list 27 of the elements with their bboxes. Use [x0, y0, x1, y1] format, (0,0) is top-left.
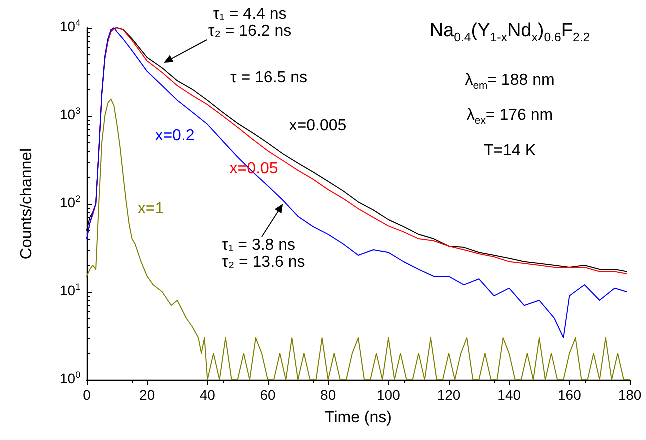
annotation: τ₁ = 3.8 ns τ₂ = 13.6 ns [222, 237, 306, 272]
x-tick-label: 40 [200, 387, 216, 403]
series-label: x=1 [138, 200, 164, 218]
x-tick-label: 180 [618, 387, 642, 403]
series-label: x=0.005 [289, 118, 347, 136]
x-axis-title: Time (ns) [325, 410, 392, 426]
annotation: T=14 K [484, 142, 536, 160]
x-tick-label: 100 [376, 387, 401, 403]
x-tick-label: 120 [437, 387, 461, 403]
annotation: λ$_{em}$= 188 nm [465, 72, 555, 94]
y-tick-label: 10$^{0}$ [60, 370, 81, 386]
y-tick-label: 10$^{1}$ [60, 282, 81, 298]
x-tick-label: 160 [558, 387, 582, 403]
x-tick-label: 140 [498, 387, 522, 403]
x-tick-label: 20 [140, 387, 156, 403]
y-axis-title: Counts/channel [18, 148, 36, 260]
y-tick-label: 10$^{2}$ [60, 194, 81, 210]
y-tick-label: 10$^{3}$ [60, 106, 81, 122]
x-tick-label: 0 [83, 387, 92, 403]
annotation: τ₁ = 4.4 ns τ₂ = 16.2 ns [208, 6, 292, 41]
y-tick-label: 10$^{4}$ [60, 18, 81, 34]
annotation: τ = 16.5 ns [230, 70, 308, 88]
chart-title: Na$_{0.4}$(Y$_{1-x}$Nd$_{x}$)$_{0.6}$F$_{2.2}$ [430, 20, 590, 44]
x-tick-label: 80 [320, 387, 336, 403]
annotation: λ$_{ex}$= 176 nm [466, 106, 554, 128]
series-label: x=0.2 [155, 128, 195, 146]
x-tick-label: 60 [260, 387, 276, 403]
